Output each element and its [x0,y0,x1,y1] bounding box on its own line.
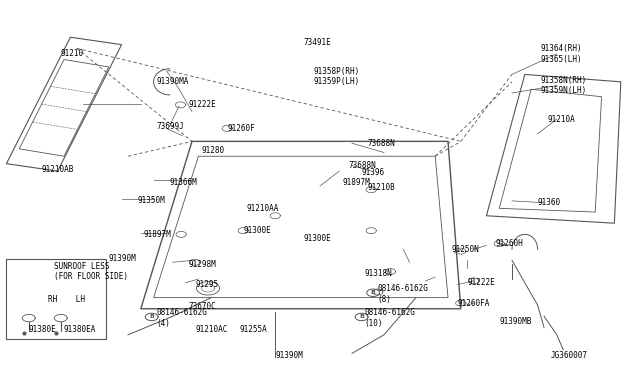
Text: 91260H: 91260H [496,239,524,248]
Text: 73670C: 73670C [189,302,216,311]
Text: 91380EA: 91380EA [64,325,97,334]
Text: 91366M: 91366M [170,178,197,187]
Text: 08146-6162G
(8): 08146-6162G (8) [378,284,428,304]
Text: 73699J: 73699J [157,122,184,131]
Text: 91390MA: 91390MA [157,77,189,86]
Text: 91210A: 91210A [547,115,575,124]
Text: 08146-6162G
(4): 08146-6162G (4) [157,308,207,328]
Text: 91222E: 91222E [189,100,216,109]
Text: 91318N: 91318N [365,269,392,278]
Text: 91380E: 91380E [29,325,56,334]
Text: 91360: 91360 [538,198,561,207]
Text: 91350M: 91350M [138,196,165,205]
Text: 91210: 91210 [61,49,84,58]
Text: 91260F: 91260F [227,124,255,133]
Text: 91210AA: 91210AA [246,204,279,213]
Text: B: B [371,290,376,295]
Text: 91280: 91280 [202,146,225,155]
Text: 91358P(RH)
91359P(LH): 91358P(RH) 91359P(LH) [314,67,360,86]
Text: SUNROOF LESS
(FOR FLOOR SIDE): SUNROOF LESS (FOR FLOOR SIDE) [54,262,129,281]
Text: 91222E: 91222E [467,278,495,287]
Text: JG360007: JG360007 [550,351,588,360]
Text: 91390MB: 91390MB [499,317,532,326]
FancyBboxPatch shape [6,259,106,339]
Text: B: B [359,314,364,320]
Text: B: B [149,314,154,320]
Text: 91300E: 91300E [304,234,332,243]
Text: 91255A: 91255A [240,325,268,334]
Text: 91897M: 91897M [144,230,172,239]
Text: 91300E: 91300E [243,226,271,235]
Text: 91364(RH)
91365(LH): 91364(RH) 91365(LH) [541,44,582,64]
Text: 91210AB: 91210AB [42,165,74,174]
Text: 73491E: 73491E [304,38,332,47]
Text: 91897M: 91897M [342,178,370,187]
Text: 08146-6162G
(10): 08146-6162G (10) [365,308,415,328]
Text: 91396: 91396 [362,169,385,177]
Text: 91298M: 91298M [189,260,216,269]
Text: 91390M: 91390M [109,254,136,263]
Text: RH    LH: RH LH [48,295,85,304]
Text: 91210B: 91210B [368,183,396,192]
Text: 91260FA: 91260FA [458,299,490,308]
Text: 91250N: 91250N [451,245,479,254]
Text: 91358N(RH)
91359N(LH): 91358N(RH) 91359N(LH) [541,76,587,95]
Text: 91390M: 91390M [275,351,303,360]
Text: 73688N: 73688N [349,161,376,170]
Text: 91295: 91295 [195,280,218,289]
Text: 91210AC: 91210AC [195,325,228,334]
Text: 73688N: 73688N [368,139,396,148]
